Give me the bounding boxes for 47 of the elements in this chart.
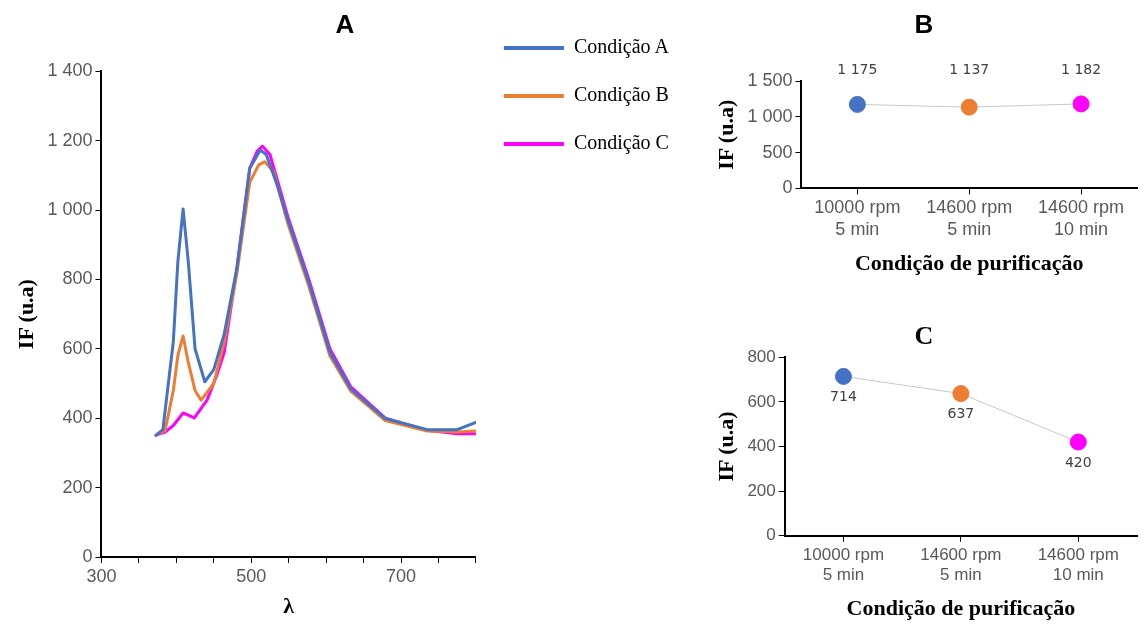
- point: [952, 385, 970, 403]
- x-tick-label: 10000 rpm 5 min: [814, 197, 901, 239]
- x-axis-title: Condição de purificação: [846, 595, 1076, 621]
- x-tick-label: 14600 rpm 5 min: [920, 544, 1002, 585]
- y-tick-label: 0: [82, 545, 93, 566]
- y-tick-label: 1 400: [47, 60, 93, 81]
- x-tick-label: 300: [86, 565, 117, 586]
- y-tick-label: 500: [762, 141, 793, 162]
- data-label: 637: [947, 405, 975, 422]
- y-axis-title: IF (u.a): [712, 99, 738, 170]
- point: [1069, 433, 1087, 451]
- x-tick-label: 700: [385, 565, 417, 586]
- x-tick-label: 14600 rpm 10 min: [1038, 197, 1125, 239]
- y-tick-label: 200: [747, 480, 776, 500]
- y-tick-label: 600: [747, 391, 776, 411]
- x-tick-label: 14600 rpm 5 min: [926, 197, 1013, 239]
- chart-title: A: [335, 8, 355, 39]
- y-tick-label: 1 200: [47, 129, 93, 150]
- chart-title: B: [914, 8, 934, 39]
- y-tick-label: 400: [62, 407, 93, 428]
- x-tick-label: 500: [236, 565, 267, 586]
- legend-label: Condição B: [573, 83, 669, 107]
- y-tick-label: 1 000: [47, 198, 93, 219]
- data-label: 1 182: [1061, 60, 1102, 77]
- y-axis-title: IF (u.a): [12, 279, 38, 350]
- x-tick-label: 10000 rpm 5 min: [802, 544, 885, 585]
- y-tick-label: 400: [747, 436, 776, 456]
- y-tick-label: 800: [62, 268, 93, 289]
- chart-title: C: [914, 321, 934, 351]
- legend-label: Condição A: [573, 35, 670, 59]
- data-label: 714: [830, 388, 857, 405]
- data-label: 1 137: [949, 60, 990, 77]
- x-axis-title: Condição de purificação: [854, 250, 1084, 276]
- point: [834, 367, 852, 385]
- legend-label: Condição C: [573, 131, 669, 155]
- data-label: 420: [1064, 453, 1092, 470]
- y-tick-label: 800: [747, 346, 776, 366]
- y-tick-label: 0: [766, 525, 776, 545]
- y-axis-title: IF (u.a): [712, 411, 738, 482]
- y-tick-label: 1 500: [747, 70, 793, 91]
- y-tick-label: 600: [62, 337, 93, 358]
- x-axis-title: λ: [283, 593, 295, 619]
- x-tick-label: 14600 rpm 10 min: [1037, 544, 1119, 585]
- y-tick-label: 0: [782, 177, 793, 198]
- y-tick-label: 1 000: [747, 105, 793, 126]
- data-label: 1 175: [837, 60, 878, 77]
- y-tick-label: 200: [62, 476, 93, 497]
